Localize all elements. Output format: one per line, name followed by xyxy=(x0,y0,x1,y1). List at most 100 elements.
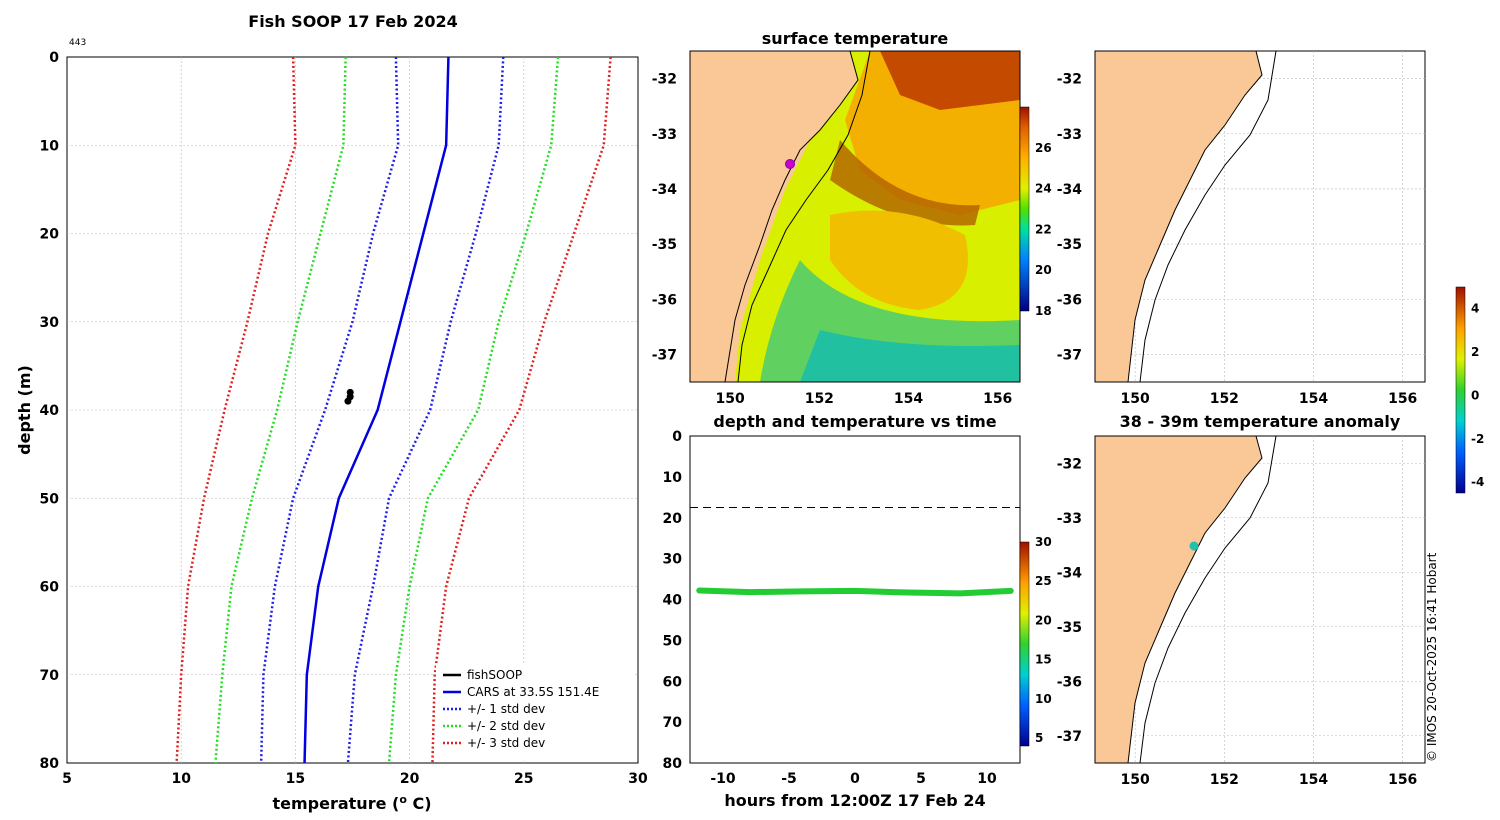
ts-xtick-label: -10 xyxy=(710,771,736,787)
sst-shelf-contour xyxy=(737,51,871,382)
colorbar-tick-label: 10 xyxy=(1035,692,1052,706)
profile-xtick-label: 15 xyxy=(286,771,305,787)
map-ytick-label: -32 xyxy=(1057,456,1082,472)
credit-text: © IMOS 20-Oct-2025 16:41 Hobart xyxy=(1425,552,1439,762)
sst-hot-north xyxy=(880,51,1020,110)
anomaly-tick-labels: 150 152 154 156 -32 -33 -34 -35 -36 -37 xyxy=(1057,456,1418,788)
profile-xtick-label: 25 xyxy=(514,771,533,787)
colorbar-tick-label: 30 xyxy=(1035,535,1052,549)
colorbar-tick-label: 4 xyxy=(1471,302,1479,316)
map-ytick-label: -33 xyxy=(1057,511,1082,527)
map-ytick-label: -36 xyxy=(1057,674,1082,690)
map-ytick-label: -35 xyxy=(1057,237,1082,253)
sst-map: surface temperature 150 152 154 156 -32 -33 -3… xyxy=(652,29,1052,407)
profile-xtick-label: 30 xyxy=(628,771,648,787)
profile-corner-tag: 443 xyxy=(69,38,86,48)
profile-ytick-label: 20 xyxy=(40,227,60,243)
colorbar-tick-label: -4 xyxy=(1471,475,1484,489)
legend-label-std3: +/- 3 std dev xyxy=(467,736,545,750)
profile-chart: Fish SOOP 17 Feb 2024 443 5 10 15 20 25 30 0 10… xyxy=(15,12,648,813)
profile-ytick-label: 60 xyxy=(40,580,60,596)
map-xtick-label: 154 xyxy=(894,391,923,407)
profile-series-line xyxy=(346,56,505,764)
map-ytick-label: -34 xyxy=(652,182,678,198)
colorbar-tick-label: 26 xyxy=(1035,141,1052,155)
anomaly-location-marker xyxy=(1189,541,1199,551)
sst-cold-south xyxy=(800,330,1020,382)
anomaly-land xyxy=(1094,435,1263,764)
ts-ytick-label: 70 xyxy=(663,715,683,731)
profile-ylabel: depth (m) xyxy=(15,365,34,455)
legend-label-std1: +/- 1 std dev xyxy=(467,702,545,716)
sst-tick-labels: 150 152 154 156 -32 -33 -34 -35 -36 -37 xyxy=(652,72,1013,407)
profile-ytick-label: 10 xyxy=(40,138,60,154)
map-ytick-label: -36 xyxy=(1057,292,1082,308)
map-ytick-label: -37 xyxy=(1057,347,1082,363)
colorbar-tick-label: 20 xyxy=(1035,263,1052,277)
coast-tick-labels: 150 152 154 156 -32 -33 -34 -35 -36 -37 xyxy=(1057,72,1418,407)
timeseries-series xyxy=(690,507,1020,597)
map-ytick-label: -33 xyxy=(1057,127,1082,143)
sst-field xyxy=(690,51,1020,382)
profile-tick-labels: 5 10 15 20 25 30 0 10 20 30 40 50 60 70 80 xyxy=(40,50,648,787)
sst-coastline xyxy=(724,51,859,382)
map-xtick-label: 152 xyxy=(1210,772,1239,788)
map-ytick-label: -33 xyxy=(652,127,677,143)
profile-ytick-label: 0 xyxy=(49,50,59,66)
legend-label-std2: +/- 2 std dev xyxy=(467,719,545,733)
timeseries-colorbar-ticks: 5 10 15 20 25 30 xyxy=(1035,535,1052,745)
anomaly-title: 38 - 39m temperature anomaly xyxy=(1120,412,1401,431)
map-xtick-label: 156 xyxy=(983,391,1012,407)
colorbar-tick-label: 5 xyxy=(1035,731,1043,745)
ts-xtick-label: 0 xyxy=(850,771,860,787)
anomaly-colorbar-ticks: -4 -2 0 2 4 xyxy=(1471,302,1484,489)
fishsoop-point xyxy=(344,397,352,405)
profile-xtick-label: 10 xyxy=(171,771,191,787)
colorbar-tick-label: 15 xyxy=(1035,653,1052,667)
profile-title: Fish SOOP 17 Feb 2024 xyxy=(248,12,457,31)
ts-ytick-label: 20 xyxy=(663,511,683,527)
sst-warm-eddy xyxy=(830,210,968,310)
map-ytick-label: -36 xyxy=(652,292,677,308)
map-ytick-label: -37 xyxy=(1057,729,1082,745)
profile-series-group xyxy=(175,56,612,764)
map-ytick-label: -35 xyxy=(652,237,677,253)
coast-map: 150 152 154 156 -32 -33 -34 -35 -36 -37 -4 -2 0 2 4 xyxy=(1057,50,1484,494)
timeseries-colorbar xyxy=(1019,541,1030,747)
sst-eddy-front xyxy=(830,140,980,226)
profile-series-line xyxy=(303,56,450,764)
sst-colorbar-ticks: 18 20 22 24 26 xyxy=(1035,141,1052,318)
timeseries-xlabel: hours from 12:00Z 17 Feb 24 xyxy=(724,791,985,810)
colorbar-tick-label: 25 xyxy=(1035,574,1052,588)
sst-location-marker xyxy=(785,159,795,169)
ts-ytick-label: 60 xyxy=(663,674,683,690)
ts-xtick-label: -5 xyxy=(781,771,797,787)
anomaly-colorbar xyxy=(1455,286,1466,494)
map-xtick-label: 154 xyxy=(1299,772,1328,788)
timeseries-axes-box xyxy=(689,435,1021,764)
timeseries-tick-labels: -10 -5 0 5 10 0 10 20 30 40 50 60 70 80 xyxy=(663,429,997,787)
ts-ytick-label: 10 xyxy=(663,470,683,486)
map-ytick-label: -34 xyxy=(1057,182,1083,198)
sst-colorbar xyxy=(1019,106,1030,312)
map-ytick-label: -32 xyxy=(652,72,677,88)
profile-ytick-label: 80 xyxy=(40,756,60,772)
map-xtick-label: 150 xyxy=(1121,772,1150,788)
legend-box xyxy=(436,663,633,759)
anomaly-map: 38 - 39m temperature anomaly 150 152 154 15… xyxy=(1057,412,1426,788)
ts-ytick-label: 50 xyxy=(663,633,683,649)
legend-label-fishsoop: fishSOOP xyxy=(467,668,522,682)
timeseries-title: depth and temperature vs time xyxy=(713,412,996,431)
profile-series-line xyxy=(214,56,347,764)
legend-label-cars: CARS at 33.5S 151.4E xyxy=(467,685,599,699)
map-xtick-label: 152 xyxy=(1210,391,1239,407)
map-ytick-label: -34 xyxy=(1057,565,1083,581)
ts-ytick-label: 0 xyxy=(672,429,682,445)
fishsoop-points xyxy=(344,388,354,405)
sst-title: surface temperature xyxy=(762,29,949,48)
profile-xtick-label: 20 xyxy=(400,771,420,787)
map-xtick-label: 150 xyxy=(1121,391,1150,407)
map-xtick-label: 156 xyxy=(1388,391,1417,407)
ts-xtick-label: 5 xyxy=(916,771,926,787)
